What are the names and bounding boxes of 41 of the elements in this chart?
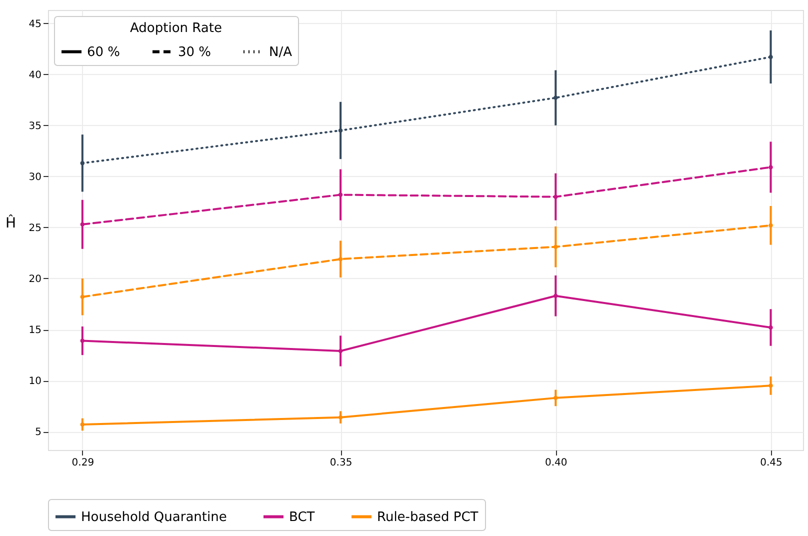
- x-tick-label: 0.29: [72, 458, 94, 468]
- point: [554, 294, 558, 298]
- x-tick-label: 0.40: [545, 458, 568, 468]
- annotation: 30 %: [178, 44, 212, 60]
- point: [768, 165, 773, 170]
- y-tick-label: 15: [28, 325, 42, 336]
- y-tick-label: 10: [28, 376, 42, 388]
- legend-label: Household Quarantine: [81, 510, 227, 525]
- point: [80, 161, 85, 166]
- y-axis-title: Ĥ: [6, 214, 16, 232]
- y-tick-label: 20: [28, 274, 42, 285]
- point: [80, 338, 85, 343]
- point: [768, 54, 773, 60]
- point: [338, 128, 343, 133]
- y-tick-label: 35: [28, 120, 42, 132]
- point: [554, 396, 558, 400]
- point: [338, 192, 343, 197]
- y-tick-label: 45: [28, 18, 42, 30]
- y-tick-label: 40: [28, 70, 42, 81]
- annotation: N/A: [269, 44, 292, 60]
- point: [768, 223, 773, 228]
- y-tick-label: 5: [35, 427, 42, 438]
- point: [80, 222, 85, 226]
- point: [554, 96, 558, 100]
- legend-title: Adoption Rate: [130, 21, 222, 36]
- point: [80, 294, 85, 299]
- point: [338, 256, 343, 262]
- point: [338, 348, 343, 354]
- legend-label: BCT: [289, 510, 315, 525]
- x-tick-label: 0.45: [760, 458, 782, 468]
- y-tick-label: 30: [28, 172, 42, 183]
- annotation: 60 %: [87, 44, 120, 60]
- point: [768, 325, 773, 330]
- point: [554, 244, 558, 249]
- legend-label: Rule-based PCT: [377, 510, 478, 525]
- x-tick-label: 0.35: [330, 458, 352, 468]
- point: [338, 415, 343, 420]
- y-tick-label: 25: [28, 222, 42, 234]
- point: [80, 422, 85, 427]
- point: [768, 384, 773, 388]
- point: [554, 194, 558, 199]
